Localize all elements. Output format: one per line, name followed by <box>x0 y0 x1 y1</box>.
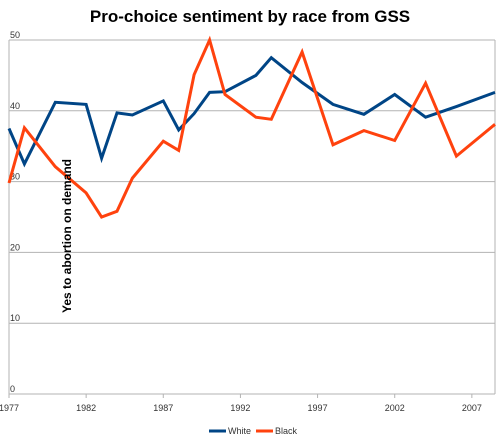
y-tick-labels: 0 10 20 30 40 50 <box>10 30 20 394</box>
y-tick-label: 40 <box>10 101 20 111</box>
series-line-white <box>7 55 496 168</box>
y-tick-label: 0 <box>10 384 15 394</box>
x-tick-label: 1987 <box>153 403 173 413</box>
y-axis-label: Yes to abortion on demand <box>60 159 74 313</box>
chart-title: Pro-choice sentiment by race from GSS <box>89 7 411 26</box>
legend: White Black <box>209 426 298 436</box>
y-tick-label: 50 <box>10 30 20 40</box>
x-tick-label: 2002 <box>385 403 405 413</box>
y-tick-label: 10 <box>10 313 20 323</box>
legend-label-white: White <box>228 426 251 436</box>
x-tick-label: 1977 <box>0 403 19 413</box>
x-tick-label: 1982 <box>76 403 96 413</box>
legend-label-black: Black <box>275 426 298 436</box>
x-tick-labels: 1977 1982 1987 1992 1997 2002 2007 <box>0 403 482 413</box>
y-tick-label: 20 <box>10 242 20 252</box>
x-tick-label: 2007 <box>462 403 482 413</box>
x-tick-label: 1992 <box>230 403 250 413</box>
x-tick-label: 1997 <box>308 403 328 413</box>
gridlines <box>9 39 495 324</box>
series-lines <box>7 35 496 219</box>
axes <box>8 40 496 398</box>
y-tick-label: 30 <box>10 172 20 182</box>
series-line-black <box>7 35 496 219</box>
